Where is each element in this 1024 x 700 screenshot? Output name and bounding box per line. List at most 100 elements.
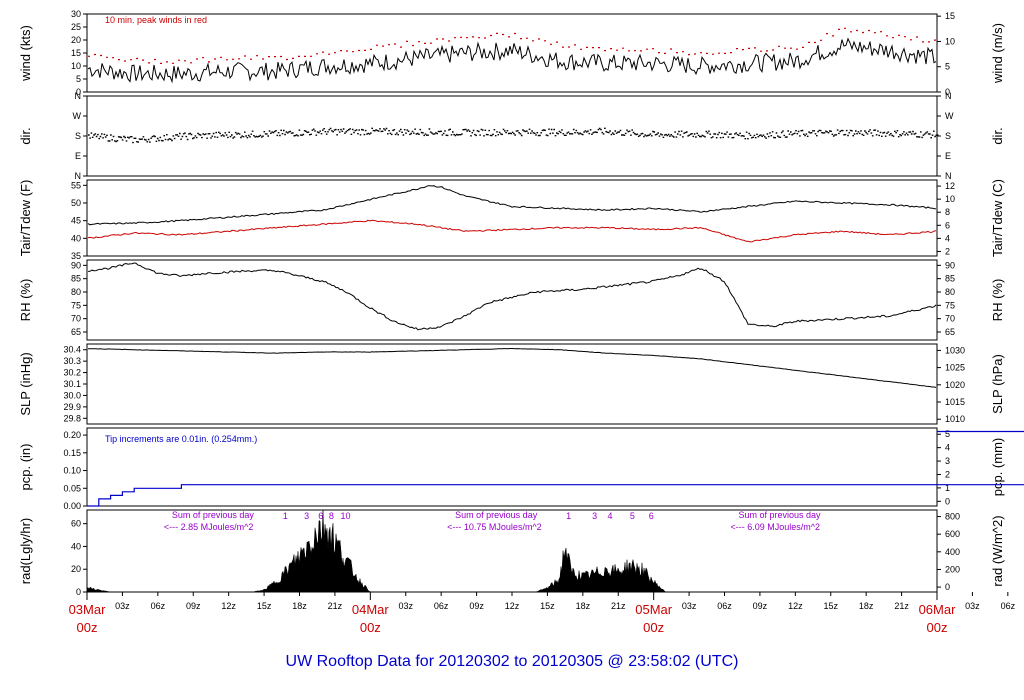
tick-label-right: 1020 — [945, 380, 965, 390]
tick-label-right: 1025 — [945, 363, 965, 373]
tick-label-right: 85 — [945, 274, 955, 284]
rad-note-line1: Sum of previous day — [172, 510, 255, 520]
tick-label-right: 2 — [945, 246, 950, 256]
x-tick-label: 06z — [434, 601, 449, 611]
tick-label-right: 75 — [945, 300, 955, 310]
tick-label-right: N — [945, 91, 952, 101]
tick-label-left: 0.10 — [63, 466, 81, 476]
rad-hour-mark: 10 — [341, 511, 351, 521]
series-tdew — [87, 219, 937, 243]
tick-label-right: S — [945, 131, 951, 141]
wind-speed-line — [87, 37, 937, 84]
rad-note-line2: <--- 2.85 MJoules/m^2 — [164, 522, 254, 532]
x-tick-label: 03z — [398, 601, 413, 611]
panel-frame — [86, 259, 938, 341]
rad-hour-mark: 1 — [283, 511, 288, 521]
tick-label-left: N — [75, 91, 82, 101]
ylabel-left: dir. — [18, 127, 33, 144]
x-tick-label: 12z — [505, 601, 520, 611]
x-tick-label: 03z — [682, 601, 697, 611]
tick-label-left: 25 — [71, 22, 81, 32]
x-tick-label: 12z — [221, 601, 236, 611]
tick-label-left: 29.9 — [63, 402, 81, 412]
rad-hour-mark: 5 — [630, 511, 635, 521]
x-tick-label: 15z — [540, 601, 555, 611]
tick-label-left: W — [73, 111, 82, 121]
tick-label-left: E — [75, 151, 81, 161]
ylabel-left: pcp. (in) — [18, 444, 33, 491]
tick-label-right: 8 — [945, 207, 950, 217]
x-tick-label: 06z — [151, 601, 166, 611]
ylabel-left: rad(Lgly/hr) — [18, 518, 33, 584]
panel-rh: RH (%) RH (%) 65 70 75 80 85 90 65 70 75 80 85 90 — [18, 259, 1005, 341]
rad-note-line2: <--- 10.75 MJoules/m^2 — [447, 522, 542, 532]
panel-pcp: pcp. (in) pcp. (mm) 0.00 0.05 0.10 0.15 0.20 0 1… — [18, 427, 1024, 511]
tick-label-right: 3 — [945, 456, 950, 466]
tick-label-right: 4 — [945, 443, 950, 453]
x-tick-label: 09z — [469, 601, 484, 611]
x-tick-label: 18z — [576, 601, 591, 611]
day-label-hour: 00z — [360, 620, 381, 635]
chart-panels: wind (kts) wind (m/s)05101520253005101510… — [18, 9, 1024, 597]
tick-label-left: 80 — [71, 287, 81, 297]
day-label-date: 03Mar — [69, 602, 107, 617]
time-axis: 03z 06z 09z 12z 15z 18z 21z 03z 06z 09z 12z 15z 18z 2… — [69, 592, 1016, 635]
tick-label-right: 4 — [945, 233, 950, 243]
tick-label-right: 0 — [945, 582, 950, 592]
rad-hour-mark: 8 — [329, 511, 334, 521]
panel-slp: SLP (inHg) SLP (hPa) 29.829.9 30.030.130.2 3… — [18, 343, 1005, 425]
rad-hour-mark: 1 — [566, 511, 571, 521]
tick-label-right: 2 — [945, 469, 950, 479]
series-tair — [87, 185, 937, 226]
x-tick-label: 15z — [257, 601, 272, 611]
tick-label-right: 1 — [945, 483, 950, 493]
tick-label-left: 20 — [71, 564, 81, 574]
tick-label-right: 400 — [945, 547, 960, 557]
tick-label-right: 5 — [945, 429, 950, 439]
x-tick-label: 15z — [823, 601, 838, 611]
rad-note-line2: <--- 6.09 MJoules/m^2 — [731, 522, 821, 532]
tick-label-left: 10 — [71, 61, 81, 71]
tick-label-right: 800 — [945, 512, 960, 522]
tick-label-right: 15 — [945, 11, 955, 21]
tick-label-left: 0 — [76, 587, 81, 597]
x-tick-label: 18z — [292, 601, 307, 611]
tick-label-right: 65 — [945, 327, 955, 337]
panel-frame — [86, 343, 938, 425]
panel-rad: rad(Lgly/hr) rad (W/m^2)02040600200400600… — [18, 509, 1005, 597]
rad-hour-mark: 6 — [649, 511, 654, 521]
day-label-date: 06Mar — [919, 602, 957, 617]
tick-label-right: 12 — [945, 181, 955, 191]
ylabel-right: SLP (hPa) — [990, 354, 1005, 414]
tick-label-left: 85 — [71, 274, 81, 284]
tick-label-right: 1015 — [945, 397, 965, 407]
day-label-date: 05Mar — [635, 602, 673, 617]
tick-label-left: 45 — [71, 216, 81, 226]
tick-label-left: 65 — [71, 327, 81, 337]
tick-label-left: 75 — [71, 300, 81, 310]
tick-label-right: 80 — [945, 287, 955, 297]
x-tick-label: 09z — [186, 601, 201, 611]
tick-label-left: 0.05 — [63, 483, 81, 493]
x-tick-label: 12z — [788, 601, 803, 611]
tick-label-right: 1030 — [945, 345, 965, 355]
ylabel-right: RH (%) — [990, 279, 1005, 322]
ylabel-right: dir. — [990, 127, 1005, 144]
panel-temp: Tair/Tdew (F) Tair/Tdew (C) 35 40 45 50 55 2 4 6 8… — [18, 179, 1005, 261]
tick-label-left: 0.15 — [63, 448, 81, 458]
tick-label-left: 30 — [71, 9, 81, 19]
tick-label-right: 0 — [945, 496, 950, 506]
rad-hour-mark: 6 — [318, 511, 323, 521]
tick-label-right: 1010 — [945, 414, 965, 424]
rad-hour-mark: 3 — [304, 511, 309, 521]
tick-label-right: 90 — [945, 260, 955, 270]
tick-label-right: 6 — [945, 220, 950, 230]
ylabel-right: Tair/Tdew (C) — [990, 179, 1005, 257]
day-label-hour: 00z — [77, 620, 98, 635]
tick-label-left: 30.3 — [63, 356, 81, 366]
tick-label-left: 30.0 — [63, 390, 81, 400]
x-tick-label: 18z — [859, 601, 874, 611]
x-tick-label: 21z — [894, 601, 909, 611]
